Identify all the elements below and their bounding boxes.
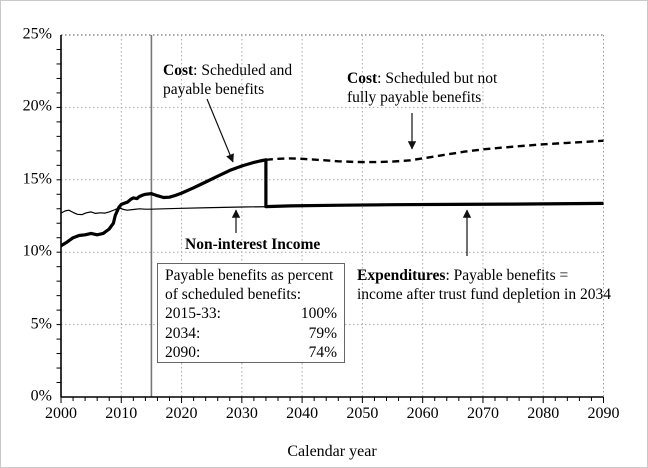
x-tick-label: 2030 [225,405,258,422]
x-tick-label: 2010 [105,405,138,422]
y-tick-label: 15% [22,170,52,188]
payable-benefits-note-box: Payable benefits as percent of scheduled… [157,263,345,363]
note-box-row: 2034: 79% [165,324,337,342]
annotation-cost2-line2: fully payable benefits [347,88,482,106]
series-thick-solid [60,158,604,248]
x-tick-label: 2070 [466,405,499,422]
x-tick-label: 2020 [165,405,198,422]
y-tick-label: 10% [22,242,52,260]
x-tick-label: 2000 [45,405,77,422]
y-tick-label: 20% [22,97,52,115]
annotation-cost2-bold: Cost [347,70,378,87]
x-tick-label: 2060 [406,405,439,422]
note-box-title-line2: of scheduled benefits: [165,286,302,304]
annotation-cost-line1: : Scheduled and [193,62,293,79]
annotation-exp-line1: : Payable benefits = [445,267,569,284]
y-tick-label: 0% [30,387,52,405]
annotation-cost2-line1: : Scheduled but not [377,70,498,87]
x-axis-title: Calendar year [287,443,377,460]
y-tick-label: 5% [30,314,52,332]
annotation-exp-bold: Expenditures [357,267,446,284]
series-dashed [265,139,604,164]
y-tick-label: 25% [22,25,52,43]
x-tick-label: 2040 [286,405,319,422]
note-box-title-line1: Payable benefits as percent [165,267,334,284]
annotation-non-interest-income: Non-interest Income [185,236,321,253]
annotation-cost-line2: payable benefits [163,80,265,98]
annotation-cost-bold: Cost [163,62,194,79]
annotation-cost-scheduled-not-payable: Cost: Scheduled but not fully payable be… [347,70,497,107]
note-box-row: 2015-33: 100% [165,305,337,323]
note-box-row: 2090: 74% [165,343,337,361]
annotation-exp-line2: income after trust fund depletion in 203… [357,285,611,303]
series-thin-solid [60,202,604,216]
x-tick-label: 2080 [527,405,560,422]
annotation-cost-scheduled-payable: Cost: Scheduled and payable benefits [163,62,292,99]
x-tick-label: 2090 [587,405,620,422]
x-tick-label: 2050 [346,405,379,422]
annotation-expenditures: Expenditures: Payable benefits = income … [357,267,611,304]
